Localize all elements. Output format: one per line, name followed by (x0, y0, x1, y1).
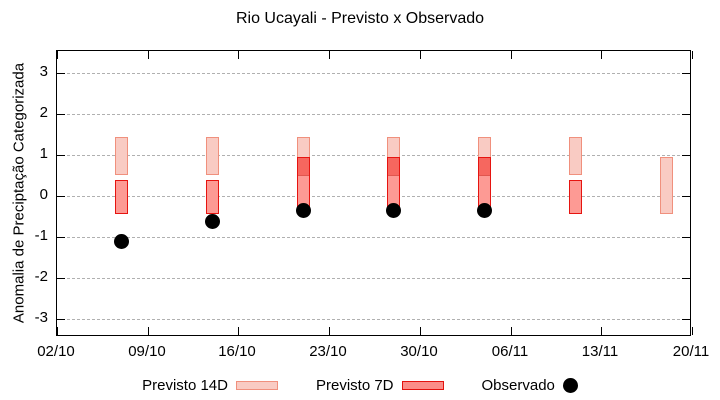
bar-previsto-7d-07/10 (115, 179, 129, 215)
y-tick-label-1: 1 (39, 145, 48, 162)
y-tick-label-0: 0 (39, 186, 48, 203)
xtick-top-06/11 (511, 51, 512, 59)
xtick-top-20/11 (692, 51, 693, 59)
xtick-top-30/10 (420, 51, 421, 59)
plot-area (56, 50, 693, 336)
observado-point-04/11 (477, 202, 493, 218)
y-tick-label--2: -2 (34, 268, 48, 285)
bar-previsto-7d-14/10 (206, 179, 219, 215)
previsto-14d-swatch-icon (235, 380, 278, 390)
gridline-y-1 (57, 155, 690, 156)
ytick-right--3 (682, 319, 690, 320)
ytick-right-0 (682, 196, 690, 197)
x-tick-label-13/11: 13/11 (581, 343, 619, 360)
ytick-right-2 (682, 114, 690, 115)
observado-point-07/10 (114, 233, 130, 249)
xtick-top-23/10 (329, 51, 330, 59)
observado-dot-icon (562, 377, 578, 393)
xtick-bottom-13/11 (601, 327, 602, 335)
xtick-top-13/11 (601, 51, 602, 59)
x-tick-label-16/10: 16/10 (218, 343, 256, 360)
gridline-y--3 (57, 319, 690, 320)
bar-previsto-7d-11/11 (568, 179, 582, 215)
gridline-y-3 (57, 73, 690, 74)
ytick-left--1 (57, 237, 65, 238)
gridline-y-2 (57, 114, 690, 115)
bar-previsto-14d-07/10 (115, 136, 129, 176)
legend-item-previsto-14d: Previsto 14D (142, 377, 278, 394)
y-tick-label--3: -3 (34, 309, 48, 326)
xtick-bottom-20/11 (692, 327, 693, 335)
xtick-top-09/10 (148, 51, 149, 59)
xtick-top-02/10 (57, 51, 58, 59)
legend-label-previsto-7d: Previsto 7D (315, 376, 394, 394)
xtick-top-16/10 (238, 51, 239, 59)
x-tick-label-23/10: 23/10 (309, 343, 347, 360)
x-tick-label-20/11: 20/11 (672, 343, 710, 360)
legend-label-observado: Observado (481, 376, 555, 394)
legend-item-previsto-7d: Previsto 7D (316, 377, 444, 394)
ytick-left-1 (57, 155, 65, 156)
y-tick-label-2: 2 (39, 104, 48, 121)
xtick-bottom-06/11 (511, 327, 512, 335)
ytick-left-3 (57, 73, 65, 74)
gridline-y--1 (57, 237, 690, 238)
bar-previsto-7d-04/11 (478, 157, 492, 215)
gridline-y--2 (57, 278, 690, 279)
ytick-left-0 (57, 196, 65, 197)
x-tick-label-30/10: 30/10 (400, 343, 438, 360)
xtick-bottom-30/10 (420, 327, 421, 335)
bar-previsto-14d-11/11 (568, 136, 582, 176)
xtick-bottom-02/10 (57, 327, 58, 335)
legend-label-previsto-14d: Previsto 14D (142, 376, 228, 394)
bar-previsto-7d-21/10 (296, 157, 310, 215)
x-tick-label-09/10: 09/10 (128, 343, 166, 360)
xtick-bottom-23/10 (329, 327, 330, 335)
gridline-y-0 (57, 196, 690, 197)
xtick-bottom-09/10 (148, 327, 149, 335)
x-tick-label-06/11: 06/11 (491, 343, 529, 360)
y-tick-label-3: 3 (39, 63, 48, 80)
x-tick-label-02/10: 02/10 (37, 343, 75, 360)
bar-overlap-28/10 (388, 158, 400, 177)
bar-previsto-14d-18/11 (659, 157, 673, 215)
bar-previsto-7d-28/10 (387, 157, 401, 215)
chart-title: Rio Ucayali - Previsto x Observado (235, 10, 485, 27)
legend-item-observado: Observado (482, 377, 578, 394)
bar-overlap-04/11 (479, 158, 491, 177)
xtick-bottom-16/10 (238, 327, 239, 335)
previsto-7d-swatch-icon (401, 380, 444, 390)
ytick-right--2 (682, 278, 690, 279)
ytick-left--2 (57, 278, 65, 279)
ytick-right-3 (682, 73, 690, 74)
legend: Previsto 14D Previsto 7D Observado (0, 374, 720, 396)
ytick-right--1 (682, 237, 690, 238)
bar-previsto-14d-14/10 (206, 136, 219, 176)
y-tick-label--1: -1 (34, 227, 48, 244)
ytick-right-1 (682, 155, 690, 156)
observado-point-28/10 (386, 202, 402, 218)
ytick-left--3 (57, 319, 65, 320)
observado-point-21/10 (295, 202, 311, 218)
ytick-left-2 (57, 114, 65, 115)
observado-point-14/10 (205, 214, 220, 230)
bar-overlap-21/10 (297, 158, 309, 177)
